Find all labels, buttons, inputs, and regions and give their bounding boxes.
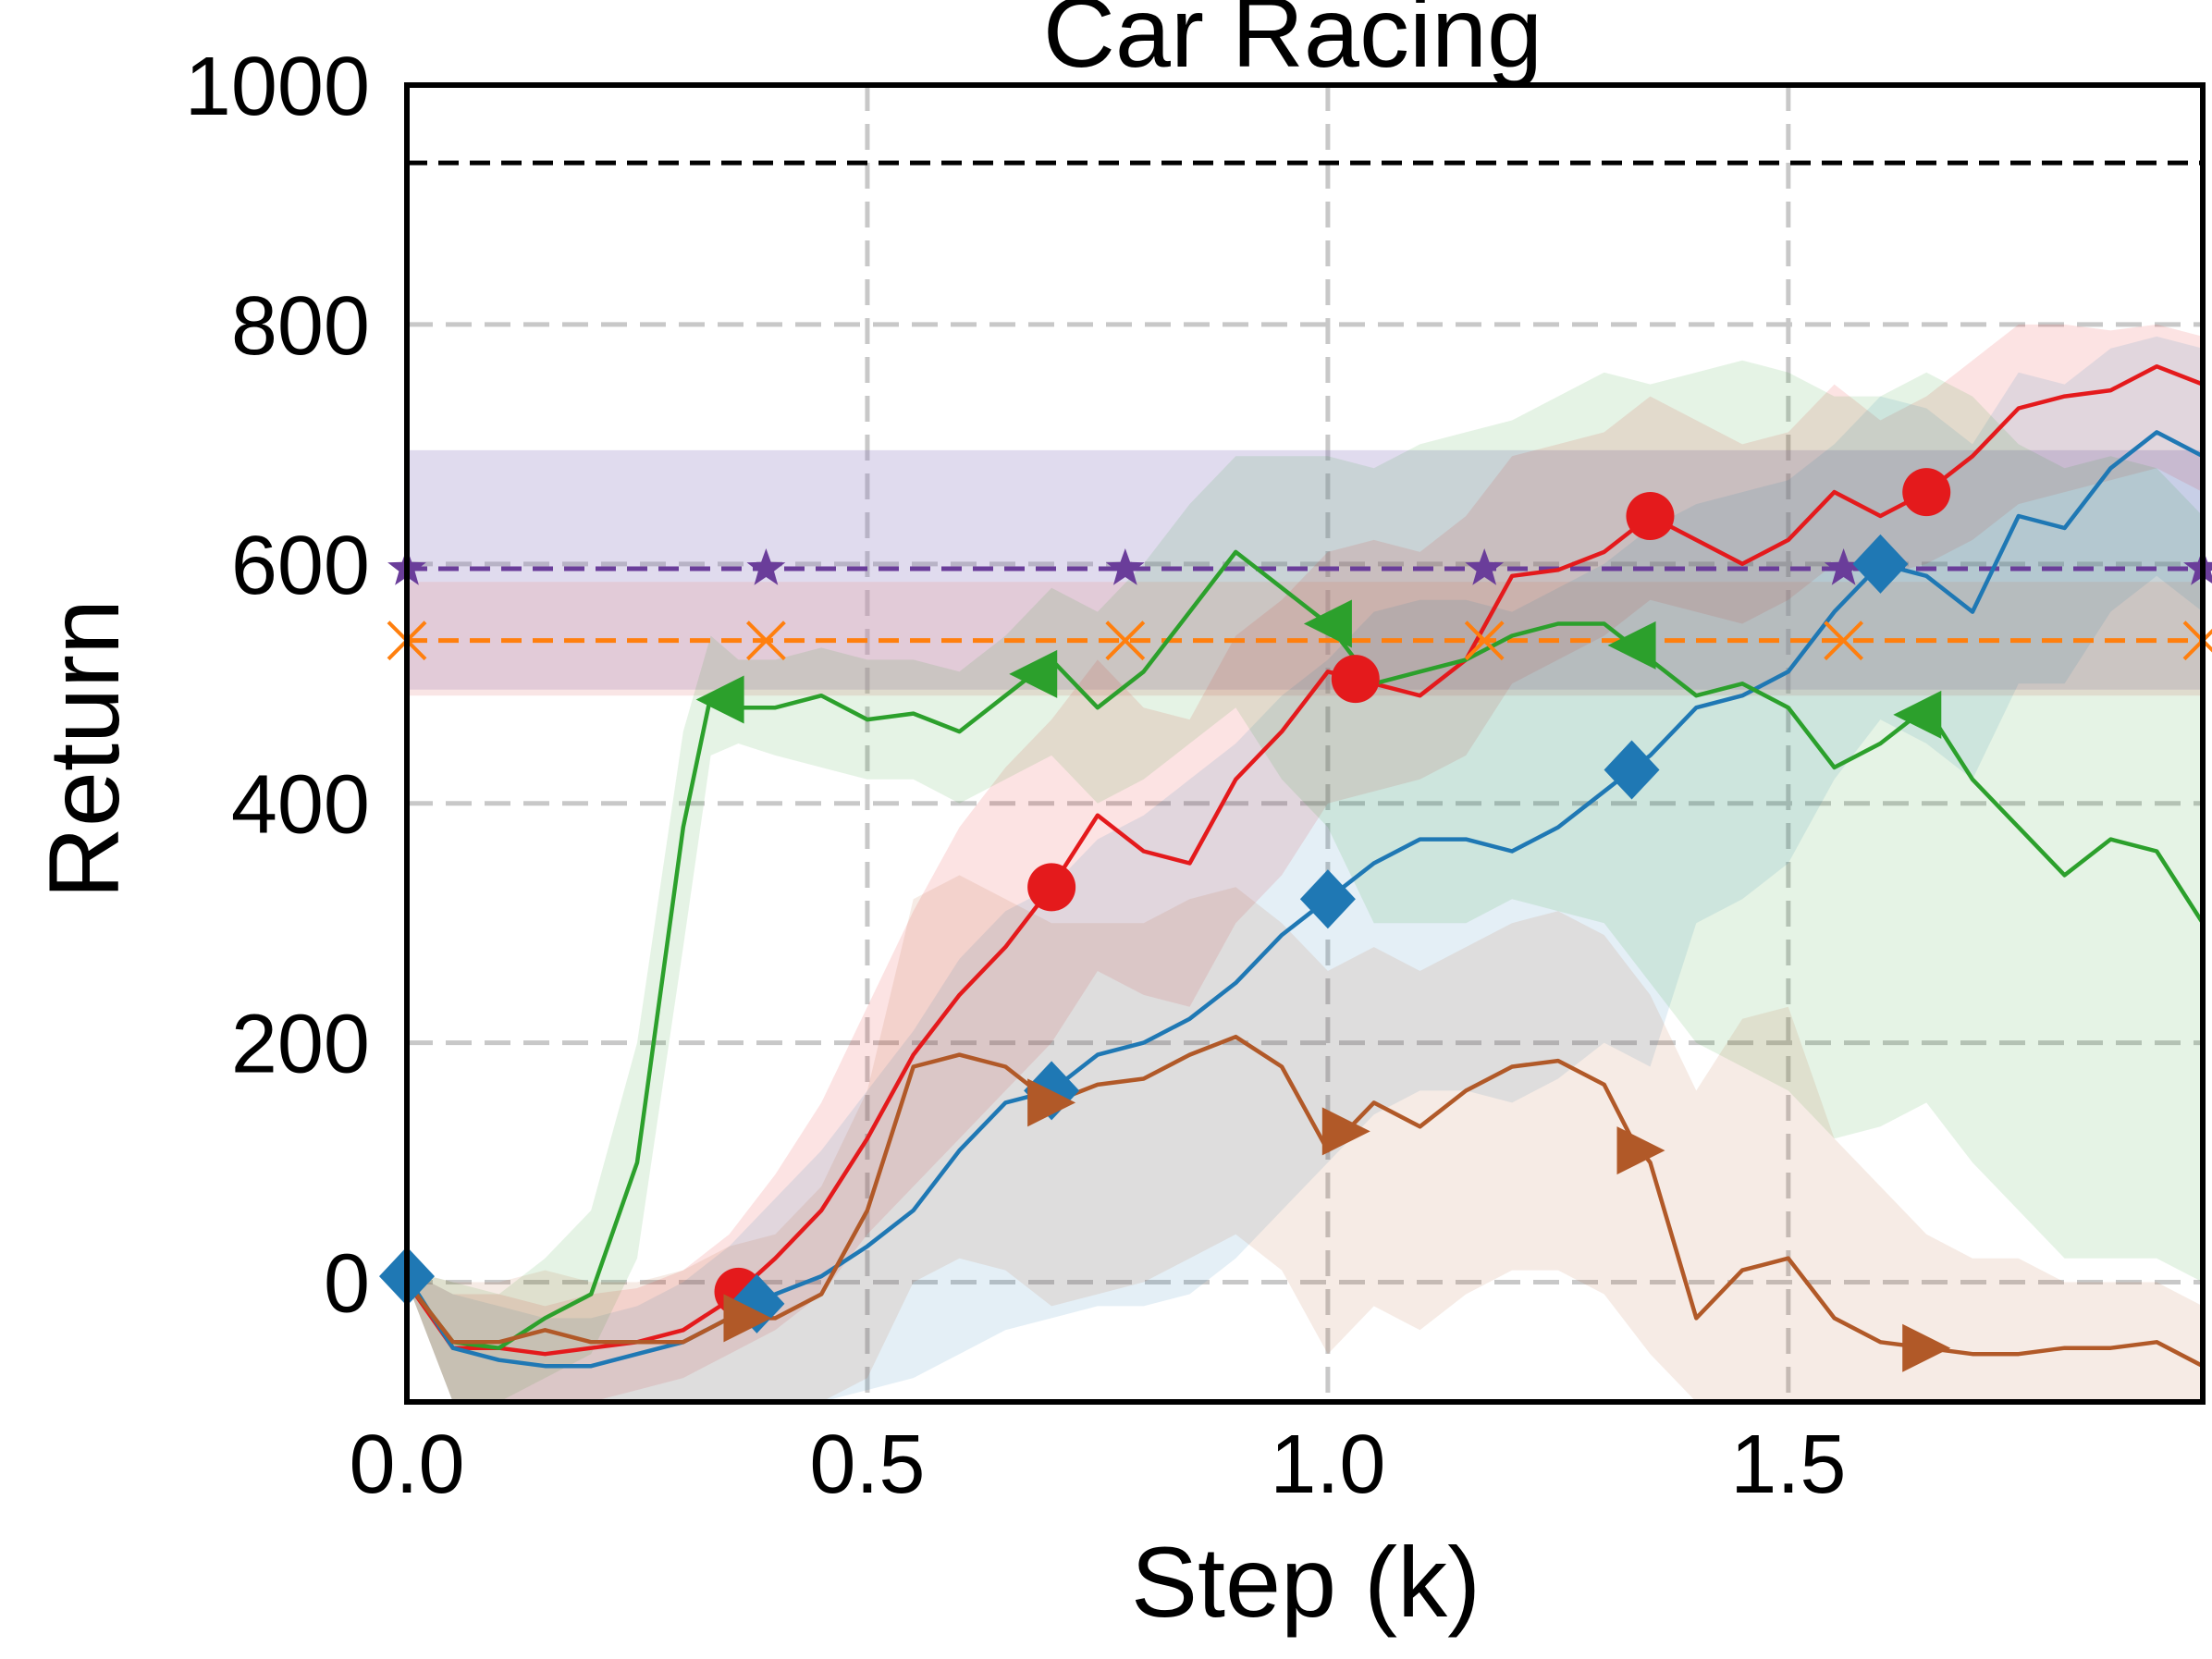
green-marker [1303,599,1352,648]
brown-band [407,875,2203,1402]
green-marker [1009,649,1058,698]
brown-marker [1902,1323,1951,1372]
green-band [407,360,2203,1402]
green-marker [695,675,744,724]
purple-baseline-marker [1465,548,1505,585]
x-tick-label: 1.0 [1270,1419,1385,1511]
x-tick-label: 0.0 [349,1419,464,1511]
orange-baseline-marker [1105,621,1146,661]
plot-frame [404,82,2206,1405]
brown-marker [1027,1078,1076,1127]
series-lines [407,363,2203,1369]
tick-labels: 0.0 0.5 1.0 1.5 0 200 400 600 800 1000 [185,41,1847,1511]
y-tick-label: 400 [231,759,370,852]
orange-baseline-marker [745,621,786,661]
green-marker [1607,621,1656,670]
red-band [407,324,2203,1402]
chart-title: Car Racing [1043,0,1542,88]
purple-baseline-marker [746,548,786,585]
blue-marker [1299,869,1356,929]
confidence-bands [407,324,2203,1402]
y-tick-label: 800 [231,280,370,373]
x-tick-label: 1.5 [1730,1419,1846,1511]
brown-marker [723,1294,772,1343]
y-tick-label: 600 [231,520,370,612]
orange-baseline-marker-stroke [745,621,786,661]
x-tick-label: 0.5 [809,1419,925,1511]
y-axis-label: Return [28,599,140,899]
blue-marker [1852,534,1909,594]
red-line [407,363,2203,1357]
series-markers [379,468,2212,1372]
y-tick-label: 1000 [185,41,370,133]
brown-marker [1321,1107,1370,1156]
blue-marker [1604,740,1660,800]
orange-baseline-marker-stroke [1464,621,1505,661]
red-marker [1902,468,1951,517]
red-marker [1331,655,1380,704]
green-line [407,549,2203,1350]
y-tick-label: 0 [324,1238,370,1331]
orange-baseline-marker [1464,621,1505,661]
blue-band [407,336,2203,1402]
purple-baseline-marker [1824,548,1863,585]
red-marker [1626,492,1675,541]
purple-baseline-marker [1105,548,1145,585]
orange-baseline-marker [1824,621,1864,661]
x-axis-label: Step (k) [1131,1526,1481,1638]
green-marker [1893,690,1942,739]
y-tick-label: 200 [231,999,370,1091]
red-marker [1027,863,1076,912]
brown-marker [1616,1126,1665,1175]
orange-baseline-marker-stroke [1105,621,1146,661]
orange-baseline-marker-stroke [1824,621,1864,661]
